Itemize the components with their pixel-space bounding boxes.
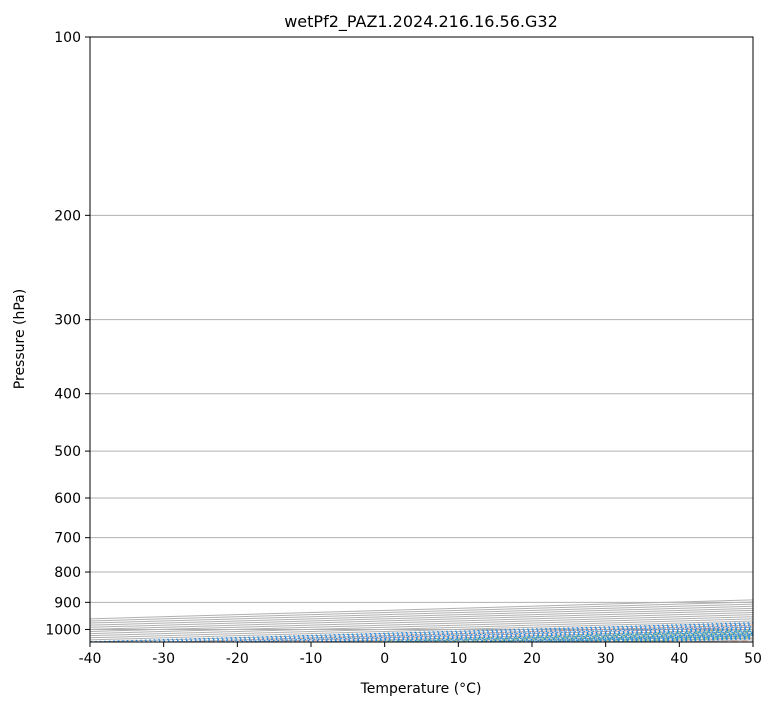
x-tick-label: 50: [744, 651, 762, 667]
y-tick-label: 300: [54, 313, 81, 329]
moist-adiabat-line: [488, 633, 753, 642]
isotherm-line: [90, 620, 753, 641]
isotherm-line: [310, 628, 753, 642]
isotherm-line: [90, 603, 753, 624]
y-tick-label: 400: [54, 387, 81, 403]
dry-adiabat-line: [412, 631, 753, 642]
moist-adiabat-line: [403, 631, 753, 642]
y-tick-label: 100: [54, 30, 81, 46]
y-tick-label: 600: [54, 491, 81, 507]
isotherm-line: [752, 641, 753, 642]
moist-adiabat-line: [346, 629, 753, 642]
x-tick-label: -20: [226, 651, 249, 667]
mixing-ratio-line: [572, 636, 753, 642]
x-tick-label: -30: [152, 651, 175, 667]
dry-adiabat-line: [263, 626, 753, 642]
dry-adiabat-line: [188, 624, 753, 642]
x-tick-label: 20: [523, 651, 541, 667]
plot-frame: [89, 36, 754, 643]
moist-adiabat-line: [459, 632, 753, 642]
x-tick-label: -40: [79, 651, 102, 667]
y-tick-label: 500: [54, 444, 81, 460]
isotherm-line: [90, 605, 753, 626]
x-tick-label: 30: [597, 651, 615, 667]
moist-adiabat-line: [516, 634, 753, 642]
y-tick-label: 700: [54, 531, 81, 547]
dry-adiabat-line: [338, 628, 753, 642]
mixing-ratio-line: [131, 623, 753, 642]
moist-adiabat-line: [602, 637, 753, 642]
dry-adiabat-line: [711, 640, 753, 642]
isotherm-line: [163, 624, 753, 642]
y-tick-label: 900: [54, 595, 81, 611]
dry-adiabat-line: [562, 635, 753, 642]
isotherm-line: [90, 618, 753, 639]
isotherm-line: [531, 635, 753, 642]
isotherm-line: [90, 614, 753, 635]
y-axis: 1000 900 800 700 600 500 400 300 200 100: [45, 30, 90, 638]
isotherm-line: [90, 607, 753, 628]
isotherm-line: [90, 609, 753, 630]
moist-adiabat-line: [431, 631, 753, 642]
x-tick-label: 10: [449, 651, 467, 667]
isotherm-line: [90, 599, 753, 620]
y-tick-label: 1000: [45, 622, 81, 638]
isotherm-line: [605, 637, 753, 642]
isotherm-line: [237, 626, 753, 642]
y-tick-label: 800: [54, 565, 81, 581]
isotherm-line: [384, 630, 753, 642]
isotherm-line: [679, 639, 753, 642]
moist-adiabat-line: [573, 636, 753, 642]
x-tick-label: 40: [670, 651, 688, 667]
y-tick-label: 200: [54, 208, 81, 224]
dry-adiabat-line: [636, 637, 753, 642]
background-lines: [90, 37, 753, 642]
isotherm-line: [90, 616, 753, 637]
chart-title: wetPf2_PAZ1.2024.216.16.56.G32: [284, 12, 558, 32]
x-tick-label: 0: [380, 651, 389, 667]
mixing-ratio-line: [599, 636, 753, 642]
dry-adiabat-line: [487, 633, 753, 642]
isotherm-line: [90, 622, 753, 642]
isotherm-line: [90, 612, 753, 632]
moist-adiabat-line: [374, 630, 753, 642]
isotherm-line: [458, 633, 753, 642]
x-tick-label: -10: [300, 651, 323, 667]
x-axis: -40 -30 -20 -10 0 10 20 30 40 50: [79, 642, 762, 667]
isotherm-line: [90, 601, 753, 622]
y-axis-title: Pressure (hPa): [12, 289, 28, 389]
x-axis-title: Temperature (°C): [360, 681, 482, 697]
moist-adiabat-line: [544, 635, 753, 642]
